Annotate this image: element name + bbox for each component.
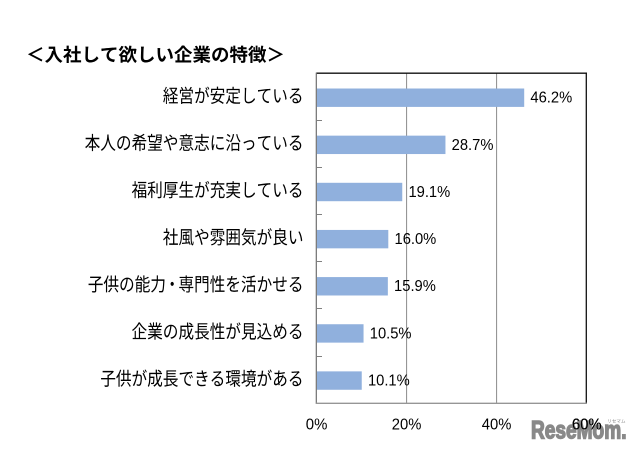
svg-text:10.5%: 10.5% <box>370 325 412 342</box>
svg-text:60%: 60% <box>572 417 602 434</box>
svg-text:60%: 60% <box>572 417 602 434</box>
svg-text:0%: 0% <box>306 417 328 434</box>
svg-text:15.9%: 15.9% <box>394 278 436 295</box>
svg-text:20%: 20% <box>392 417 422 434</box>
svg-text:16.0%: 16.0% <box>395 231 437 248</box>
svg-text:40%: 40% <box>482 417 512 434</box>
svg-text:19.1%: 19.1% <box>408 184 450 201</box>
svg-text:28.7%: 28.7% <box>452 137 494 154</box>
svg-text:10.1%: 10.1% <box>368 372 410 389</box>
svg-text:46.2%: 46.2% <box>530 90 572 107</box>
